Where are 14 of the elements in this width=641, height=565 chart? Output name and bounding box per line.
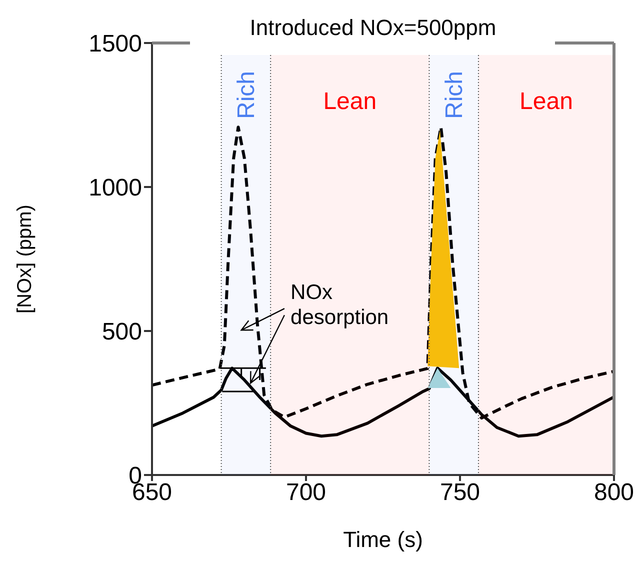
x-tick-label: 800 xyxy=(594,479,634,506)
x-tick-label: 750 xyxy=(440,479,480,506)
y-tick-label: 1000 xyxy=(88,174,142,202)
y-tick-label: 500 xyxy=(102,318,142,346)
x-tick-label: 700 xyxy=(286,479,326,506)
annotation: NOx desorption xyxy=(290,280,389,329)
band-label: Lean xyxy=(323,88,377,115)
band-label: Rich xyxy=(232,70,260,120)
band-label: Lean xyxy=(520,88,573,115)
band-label: Rich xyxy=(440,70,468,120)
y-tick-label: 1500 xyxy=(88,30,142,58)
chart-title: Introduced NOx=500ppm xyxy=(250,15,496,40)
x-axis-title: Time (s) xyxy=(343,527,423,552)
y-axis-title: [NOx] (ppm) xyxy=(14,204,36,314)
